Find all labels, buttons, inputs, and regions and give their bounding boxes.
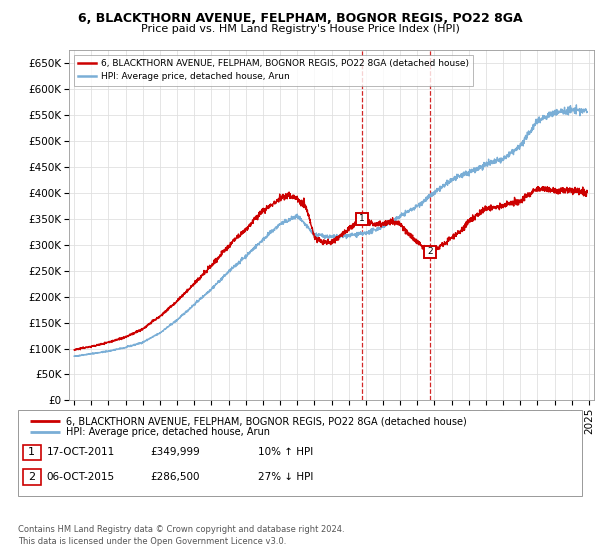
Text: 10% ↑ HPI: 10% ↑ HPI: [258, 447, 313, 458]
Text: 17-OCT-2011: 17-OCT-2011: [47, 447, 115, 458]
Text: 1: 1: [28, 447, 35, 458]
Text: 6, BLACKTHORN AVENUE, FELPHAM, BOGNOR REGIS, PO22 8GA (detached house): 6, BLACKTHORN AVENUE, FELPHAM, BOGNOR RE…: [66, 416, 467, 426]
Text: 6, BLACKTHORN AVENUE, FELPHAM, BOGNOR REGIS, PO22 8GA: 6, BLACKTHORN AVENUE, FELPHAM, BOGNOR RE…: [77, 12, 523, 25]
Text: 2: 2: [28, 472, 35, 482]
Text: £349,999: £349,999: [150, 447, 200, 458]
Text: HPI: Average price, detached house, Arun: HPI: Average price, detached house, Arun: [66, 427, 270, 437]
Text: 1: 1: [359, 214, 365, 223]
Text: 2: 2: [427, 248, 433, 256]
Text: 27% ↓ HPI: 27% ↓ HPI: [258, 472, 313, 482]
Legend: 6, BLACKTHORN AVENUE, FELPHAM, BOGNOR REGIS, PO22 8GA (detached house), HPI: Ave: 6, BLACKTHORN AVENUE, FELPHAM, BOGNOR RE…: [74, 55, 473, 86]
Text: £286,500: £286,500: [150, 472, 199, 482]
Text: 06-OCT-2015: 06-OCT-2015: [47, 472, 115, 482]
Text: Price paid vs. HM Land Registry's House Price Index (HPI): Price paid vs. HM Land Registry's House …: [140, 24, 460, 34]
Text: Contains HM Land Registry data © Crown copyright and database right 2024.
This d: Contains HM Land Registry data © Crown c…: [18, 525, 344, 546]
